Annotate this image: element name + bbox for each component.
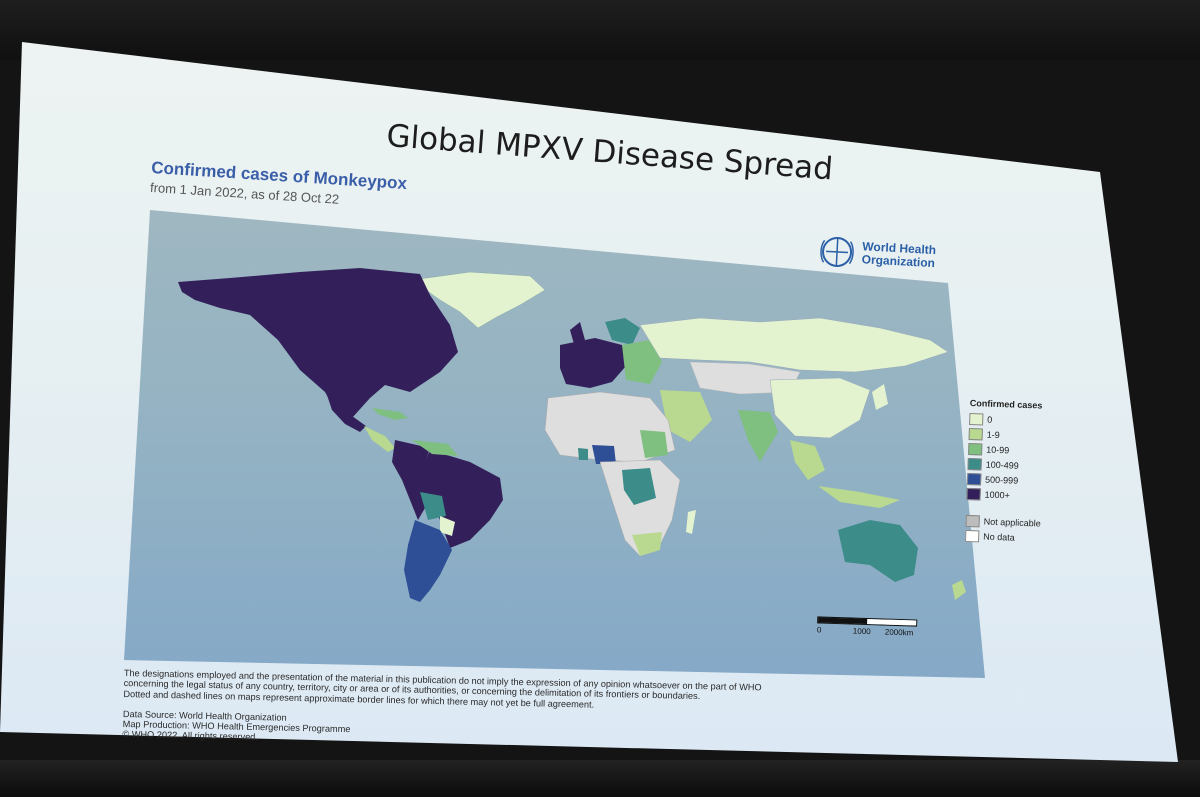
room-background-bottom (0, 760, 1200, 797)
who-emblem-icon (820, 236, 854, 267)
legend-label: 10-99 (986, 444, 1010, 455)
region-scandinavia (605, 318, 640, 345)
map-legend: Confirmed cases 0 1-9 10-99 100-499 500-… (964, 398, 1045, 546)
legend-label: No data (983, 531, 1015, 543)
legend-label: 1000+ (984, 489, 1011, 500)
legend-title: Confirmed cases (969, 398, 1043, 411)
region-eastern-europe (622, 340, 662, 384)
region-australia (838, 520, 918, 582)
region-middle-east (660, 390, 712, 442)
legend-swatch (969, 412, 984, 425)
legend-swatch (968, 427, 983, 440)
region-uk (570, 322, 585, 344)
region-japan (872, 384, 888, 410)
legend-label: 500-999 (985, 474, 1019, 486)
region-indonesia (818, 486, 900, 508)
region-central-america (364, 426, 395, 452)
region-greenland (411, 271, 546, 329)
scale-label: 1000 (852, 626, 871, 637)
legend-swatch (966, 472, 982, 485)
region-andean (392, 440, 432, 520)
region-western-europe (560, 338, 626, 388)
room-background-top (0, 0, 1200, 60)
scale-label: 0 (816, 625, 822, 635)
scale-bar: 0 1000 2000km (817, 616, 918, 638)
region-india (738, 410, 778, 462)
who-name-line2: Organization (861, 252, 936, 271)
region-brazil (418, 450, 503, 548)
region-madagascar (686, 510, 696, 534)
region-south-africa (632, 532, 662, 556)
legend-swatch (968, 442, 983, 455)
region-drc (622, 468, 656, 505)
region-southeast-asia (790, 440, 825, 480)
who-name: World Health Organization (861, 239, 936, 271)
region-venezuela (412, 440, 458, 456)
region-sudan (640, 430, 668, 458)
region-mexico (326, 392, 366, 432)
region-paraguay (440, 516, 455, 536)
legend-swatch (966, 487, 981, 500)
legend-label: Not applicable (983, 516, 1041, 529)
region-ghana (578, 448, 588, 460)
legend-label: 0 (987, 414, 993, 425)
legend-label: 1-9 (986, 429, 1000, 440)
region-caribbean (372, 408, 408, 420)
legend-swatch (967, 457, 982, 470)
legend-swatch (965, 514, 980, 527)
scale-label: 2000km (884, 627, 914, 638)
legend-item: No data (964, 528, 1041, 546)
legend-label: 100-499 (985, 459, 1019, 471)
region-chile-argentina (404, 520, 452, 602)
who-logo: World Health Organization (815, 232, 937, 276)
legend-swatch (964, 529, 980, 542)
region-bolivia (420, 492, 446, 520)
region-nigeria (592, 445, 616, 464)
region-new-zealand (952, 580, 966, 600)
region-china (769, 377, 871, 439)
region-north-america (178, 268, 458, 418)
region-russia (639, 317, 949, 373)
